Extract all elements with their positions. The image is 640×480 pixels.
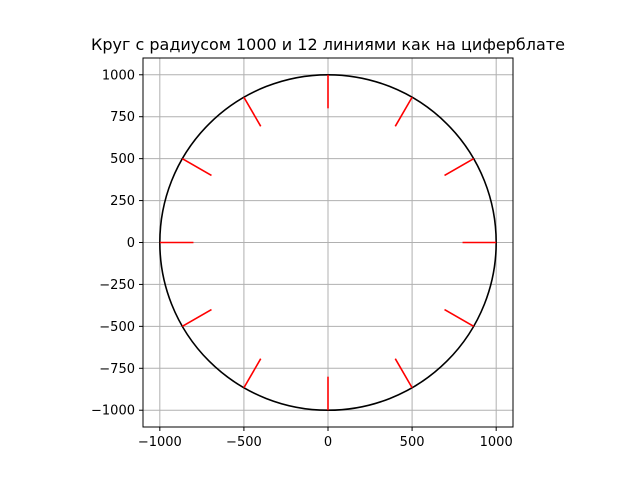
y-tick-label: 0 [127, 236, 135, 251]
y-tick-label: 250 [110, 194, 135, 209]
x-axis: −1000 −500 0 500 1000 [138, 427, 513, 450]
grid [143, 58, 513, 427]
radial-line [181, 308, 212, 328]
radial-line [444, 157, 475, 177]
radial-line [444, 308, 475, 328]
x-tick-label: 0 [324, 435, 332, 450]
x-tick-label: 500 [400, 435, 425, 450]
radial-line [394, 96, 413, 127]
y-tick-label: 1000 [102, 68, 135, 83]
y-tick-label: 750 [110, 110, 135, 125]
chart-title: Круг с радиусом 1000 и 12 линиями как на… [91, 35, 565, 54]
radial-lines [159, 74, 497, 411]
radial-line [394, 358, 413, 389]
y-tick-label: 500 [110, 152, 135, 167]
radial-line [243, 96, 262, 127]
x-tick-label: 1000 [480, 435, 513, 450]
y-axis: 1000 750 500 250 0 −250 −500 −750 −1000 [91, 68, 143, 419]
radial-line [243, 358, 262, 389]
x-tick-label: −500 [226, 435, 262, 450]
y-tick-label: −250 [99, 278, 135, 293]
y-tick-label: −750 [99, 362, 135, 377]
radial-line [181, 157, 212, 177]
y-tick-label: −500 [99, 320, 135, 335]
x-tick-label: −1000 [138, 435, 182, 450]
y-tick-label: −1000 [91, 404, 135, 419]
